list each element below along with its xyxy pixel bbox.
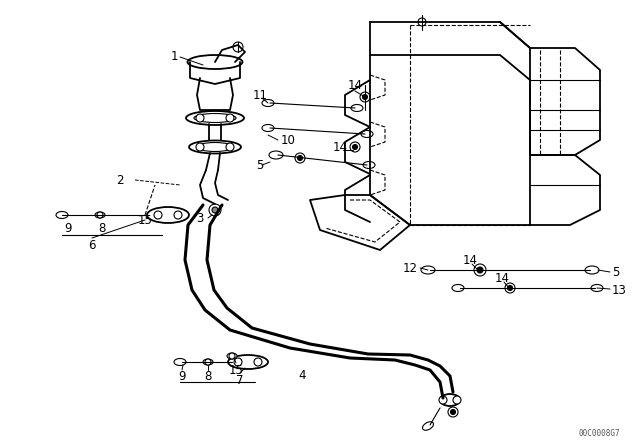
Ellipse shape xyxy=(95,212,105,218)
Ellipse shape xyxy=(591,284,603,292)
Circle shape xyxy=(209,204,221,216)
Circle shape xyxy=(97,212,103,218)
Text: 8: 8 xyxy=(204,370,212,383)
Text: 6: 6 xyxy=(88,238,96,251)
Ellipse shape xyxy=(228,355,268,369)
Ellipse shape xyxy=(361,130,373,138)
Circle shape xyxy=(508,285,513,290)
Circle shape xyxy=(448,407,458,417)
Ellipse shape xyxy=(363,161,375,168)
Circle shape xyxy=(229,353,235,359)
Ellipse shape xyxy=(56,211,68,219)
Text: 15: 15 xyxy=(228,363,243,376)
Circle shape xyxy=(477,267,483,273)
Circle shape xyxy=(451,409,456,414)
Ellipse shape xyxy=(197,142,233,151)
Ellipse shape xyxy=(262,99,274,107)
Circle shape xyxy=(453,396,461,404)
Text: 10: 10 xyxy=(280,134,296,146)
Text: 15: 15 xyxy=(138,214,153,227)
Text: 8: 8 xyxy=(98,221,106,234)
Text: 11: 11 xyxy=(253,89,268,102)
Circle shape xyxy=(360,92,370,102)
Ellipse shape xyxy=(440,394,460,406)
Text: 1: 1 xyxy=(170,49,178,63)
Text: 13: 13 xyxy=(612,284,627,297)
Ellipse shape xyxy=(421,266,435,274)
Circle shape xyxy=(418,18,426,26)
Text: 14: 14 xyxy=(463,254,477,267)
Text: 14: 14 xyxy=(348,78,362,91)
Circle shape xyxy=(353,145,358,150)
Ellipse shape xyxy=(422,422,433,430)
Ellipse shape xyxy=(262,125,274,132)
Ellipse shape xyxy=(189,141,241,154)
Ellipse shape xyxy=(585,266,599,274)
Circle shape xyxy=(234,358,242,366)
Circle shape xyxy=(174,211,182,219)
Text: 5: 5 xyxy=(612,266,620,279)
Text: 00C0008G7: 00C0008G7 xyxy=(579,429,620,438)
Ellipse shape xyxy=(203,359,213,365)
Circle shape xyxy=(254,358,262,366)
Text: 2: 2 xyxy=(116,173,124,186)
Text: 4: 4 xyxy=(298,369,306,382)
Circle shape xyxy=(226,114,234,122)
Text: 7: 7 xyxy=(236,374,244,387)
Circle shape xyxy=(295,153,305,163)
Circle shape xyxy=(298,155,303,160)
Ellipse shape xyxy=(227,353,237,359)
Ellipse shape xyxy=(452,284,464,292)
Text: 9: 9 xyxy=(64,221,72,234)
Circle shape xyxy=(505,283,515,293)
Ellipse shape xyxy=(188,55,243,69)
Text: 3: 3 xyxy=(196,211,204,224)
Text: 5: 5 xyxy=(256,159,264,172)
Text: 14: 14 xyxy=(495,271,509,284)
Circle shape xyxy=(439,396,447,404)
Text: 12: 12 xyxy=(403,262,418,275)
Ellipse shape xyxy=(351,104,363,112)
Circle shape xyxy=(154,211,162,219)
Ellipse shape xyxy=(269,151,283,159)
Circle shape xyxy=(362,95,367,99)
Circle shape xyxy=(212,207,218,213)
Circle shape xyxy=(350,142,360,152)
Ellipse shape xyxy=(147,207,189,223)
Circle shape xyxy=(196,114,204,122)
Ellipse shape xyxy=(186,111,244,125)
Circle shape xyxy=(226,143,234,151)
Text: 14: 14 xyxy=(333,141,348,154)
Text: 9: 9 xyxy=(179,370,186,383)
Circle shape xyxy=(474,264,486,276)
Ellipse shape xyxy=(174,358,186,366)
Circle shape xyxy=(205,359,211,365)
Circle shape xyxy=(196,143,204,151)
Circle shape xyxy=(233,42,243,52)
Ellipse shape xyxy=(194,113,236,122)
